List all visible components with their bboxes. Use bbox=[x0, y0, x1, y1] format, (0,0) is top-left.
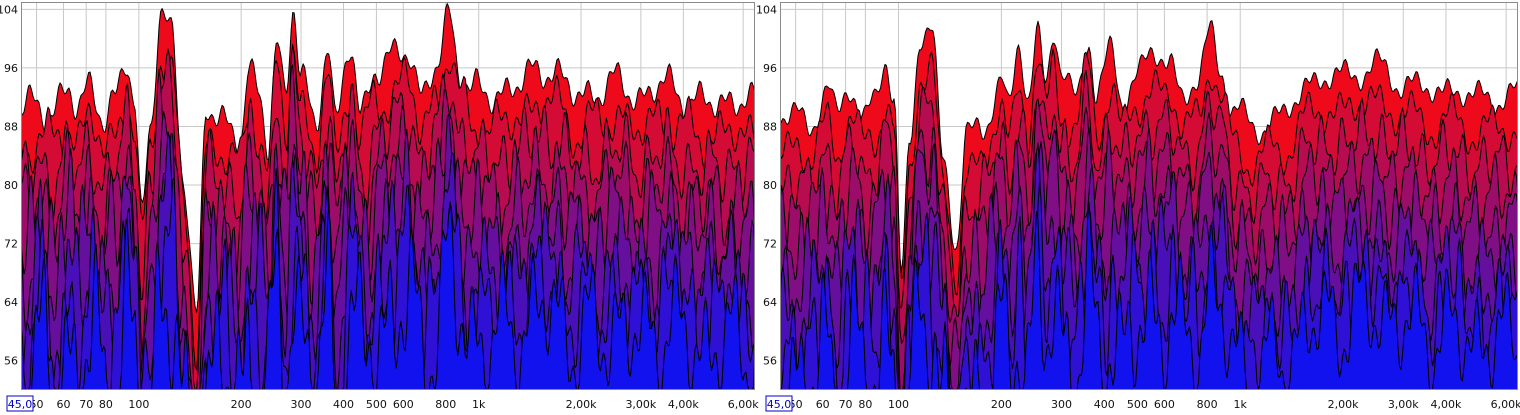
x-tick-label: 600 bbox=[1154, 398, 1175, 411]
cursor-label: 45,0 bbox=[8, 398, 33, 411]
x-tick-label: 500 bbox=[366, 398, 387, 411]
y-tick-label: 64 bbox=[4, 296, 18, 309]
x-tick-label: 1k bbox=[472, 398, 486, 411]
x-tick-label: 80 bbox=[858, 398, 872, 411]
y-tick-label: 80 bbox=[763, 179, 777, 192]
y-tick-label: 104 bbox=[756, 3, 777, 16]
x-tick-label: 60 bbox=[816, 398, 830, 411]
y-tick-label: 88 bbox=[763, 120, 777, 133]
plot-frame bbox=[21, 2, 755, 390]
x-tick-label: 300 bbox=[291, 398, 312, 411]
y-tick-label: 96 bbox=[4, 62, 18, 75]
waterfall-layers bbox=[21, 3, 755, 390]
cursor-box bbox=[6, 395, 34, 412]
x-tick-label: 400 bbox=[1094, 398, 1115, 411]
x-tick-label: 500 bbox=[1127, 398, 1148, 411]
plot-frame bbox=[780, 2, 1518, 390]
x-tick-label: 100 bbox=[128, 398, 149, 411]
y-tick-label: 88 bbox=[4, 120, 18, 133]
y-tick-label: 80 bbox=[4, 179, 18, 192]
cursor-box bbox=[765, 395, 793, 412]
x-tick-label: 200 bbox=[231, 398, 252, 411]
y-tick-label: 104 bbox=[0, 3, 18, 16]
x-tick-label: 60 bbox=[56, 398, 70, 411]
waterfall-layer-9 bbox=[21, 203, 755, 390]
x-tick-label: 3,00k bbox=[1388, 398, 1419, 411]
x-tick-label: 4,00k bbox=[668, 398, 699, 411]
cursor-label: 45,0 bbox=[767, 398, 792, 411]
cursor-readout[interactable]: 45,0 bbox=[765, 395, 793, 412]
x-tick-label: 2,00k bbox=[566, 398, 597, 411]
waterfall-layer-7 bbox=[21, 131, 755, 390]
y-tick-label: 56 bbox=[4, 355, 18, 368]
x-tick-label: 2,00k bbox=[1328, 398, 1359, 411]
x-tick-label: 300 bbox=[1051, 398, 1072, 411]
x-tick-label: 4,00k bbox=[1431, 398, 1462, 411]
x-tick-label: 400 bbox=[333, 398, 354, 411]
y-tick-label: 72 bbox=[4, 238, 18, 251]
x-tick-label: 70 bbox=[79, 398, 93, 411]
waterfall-layers bbox=[780, 20, 1518, 390]
waterfall-layer-9 bbox=[780, 201, 1518, 390]
y-tick-label: 72 bbox=[763, 238, 777, 251]
x-tick-label: 600 bbox=[393, 398, 414, 411]
x-tick-label: 3,00k bbox=[625, 398, 656, 411]
y-tick-label: 96 bbox=[763, 62, 777, 75]
y-tick-label: 56 bbox=[763, 355, 777, 368]
x-tick-label: 80 bbox=[99, 398, 113, 411]
x-tick-label: 1k bbox=[1234, 398, 1248, 411]
x-tick-label: 100 bbox=[888, 398, 909, 411]
x-tick-label: 800 bbox=[435, 398, 456, 411]
x-tick-label: 70 bbox=[839, 398, 853, 411]
x-tick-label: 200 bbox=[991, 398, 1012, 411]
x-tick-label: 6,00k bbox=[1491, 398, 1520, 411]
cursor-readout[interactable]: 45,0 bbox=[6, 395, 34, 412]
y-tick-label: 64 bbox=[763, 296, 777, 309]
x-tick-label: 800 bbox=[1197, 398, 1218, 411]
x-tick-label: 6,00k bbox=[728, 398, 759, 411]
